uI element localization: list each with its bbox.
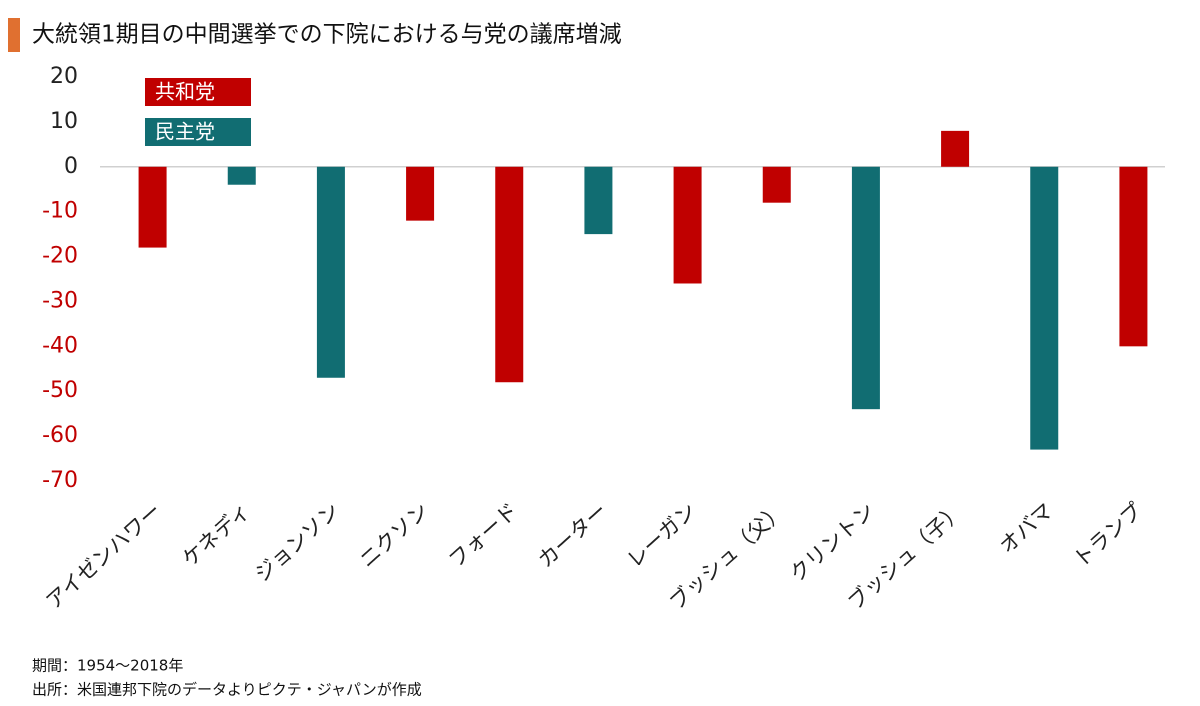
- bar: [584, 166, 613, 235]
- y-tick-label: 0: [64, 154, 78, 179]
- legend-label: 民主党: [155, 120, 215, 144]
- x-tick-label: ジョンソン: [250, 498, 344, 586]
- legend-swatch: [145, 118, 251, 146]
- note: 出所：米国連邦下院のデータよりピクテ・ジャパンが作成: [32, 681, 422, 699]
- x-tick-label: オバマ: [995, 498, 1058, 558]
- y-tick-label: -20: [42, 244, 78, 269]
- x-tick-label: カーター: [533, 498, 611, 572]
- x-tick-label: トランプ: [1069, 498, 1147, 572]
- bar: [851, 166, 880, 410]
- legend-swatch: [145, 78, 251, 106]
- bar: [1119, 166, 1148, 347]
- bar: [941, 130, 970, 167]
- legend-label: 共和党: [155, 80, 215, 104]
- x-tick-label: レーガン: [622, 498, 700, 572]
- y-tick-label: -30: [42, 288, 78, 313]
- bar: [227, 166, 256, 185]
- y-tick-label: 20: [50, 64, 78, 89]
- y-tick-label: -10: [42, 199, 78, 224]
- y-tick-label: -50: [42, 378, 78, 403]
- y-tick-label: -70: [42, 468, 78, 493]
- x-tick-label: ケネディ: [178, 498, 255, 571]
- bar: [673, 166, 702, 284]
- x-tick-label: フォード: [444, 498, 522, 572]
- bar: [1030, 166, 1059, 450]
- y-tick-label: 10: [50, 109, 78, 134]
- y-tick-label: -60: [42, 423, 78, 448]
- title-accent: [8, 18, 20, 52]
- bar: [495, 166, 524, 383]
- bar: [762, 166, 791, 203]
- note: 期間：1954〜2018年: [32, 657, 183, 675]
- chart-title: 大統領1期目の中間選挙での下院における与党の議席増減: [32, 22, 622, 48]
- bar: [316, 166, 345, 378]
- x-tick-label: クリントン: [785, 498, 879, 586]
- x-tick-label: ニクソン: [355, 498, 433, 572]
- x-tick-label: アイゼンハワー: [41, 498, 166, 613]
- bar: [138, 166, 167, 248]
- bar: [406, 166, 435, 221]
- y-tick-label: -40: [42, 333, 78, 358]
